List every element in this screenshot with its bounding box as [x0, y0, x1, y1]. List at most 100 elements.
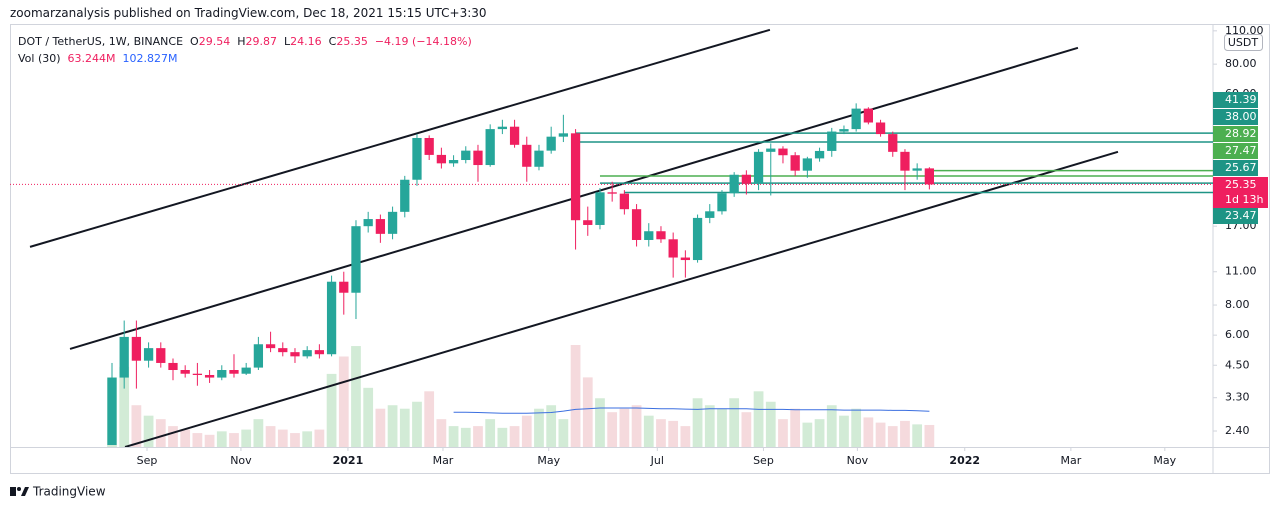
candle-body [339, 281, 349, 293]
candle-body [168, 362, 178, 371]
level-label: 41.39 [1225, 93, 1257, 106]
volume-bar [826, 405, 837, 447]
ohlc-value: 24.16 [290, 35, 322, 48]
candle-body [473, 150, 483, 166]
candle-body [619, 193, 630, 210]
candle-body [766, 148, 776, 152]
volume-bar [814, 419, 825, 447]
axis-layer: 110.0080.0060.0017.0011.008.006.004.503.… [137, 24, 1268, 467]
volume-value: 63.244M [67, 52, 116, 65]
candle-body [863, 108, 873, 123]
volume-bar [790, 408, 801, 447]
volume-ma-value: 102.827M [122, 52, 178, 65]
currency-box [1224, 34, 1263, 51]
candle-body [436, 154, 447, 164]
candle-body [326, 281, 337, 355]
volume-bar [692, 398, 703, 447]
volume-bar [387, 405, 398, 447]
candle-body [814, 150, 825, 159]
candle-body [534, 150, 544, 167]
volume-bar [338, 356, 349, 447]
y-tick-label: 3.30 [1225, 391, 1250, 404]
candle-body [558, 133, 569, 137]
volume-layer [107, 345, 935, 447]
candle-body [680, 257, 691, 261]
candle-body [497, 126, 508, 130]
candle-body [192, 373, 203, 375]
candle-body [302, 350, 312, 357]
candle-body [387, 211, 398, 234]
ohlc-letter: L [284, 35, 291, 48]
ohlc-value: 29.54 [198, 35, 231, 48]
volume-bar [143, 415, 154, 447]
candle-body [570, 133, 581, 221]
volume-ma-line [453, 407, 930, 414]
candle-body [107, 377, 117, 445]
candle-body [217, 370, 227, 378]
candle-body [253, 344, 264, 368]
volume-bar [656, 419, 666, 447]
trend-line [124, 150, 1119, 447]
candle-body [448, 160, 459, 164]
volume-bar [863, 417, 874, 447]
volume-bar [839, 415, 849, 447]
volume-bar [399, 408, 410, 447]
volume-bar [717, 408, 727, 447]
trend-line [29, 28, 771, 248]
candle-body [119, 336, 129, 378]
volume-bar [290, 433, 300, 447]
volume-bar [704, 405, 715, 447]
candle-body [290, 352, 300, 357]
volume-bar [363, 387, 374, 447]
brand: TradingView [32, 485, 106, 499]
candle-body [717, 193, 727, 212]
candle-body [790, 155, 800, 171]
ohlc-letter: H [237, 35, 246, 48]
volume-bar [497, 427, 508, 447]
volume-bar [460, 427, 471, 447]
volume-bar [534, 408, 544, 447]
volume-bar [168, 426, 178, 447]
level-label: 28.92 [1225, 127, 1257, 140]
volume-bar [192, 433, 203, 447]
x-tick-label: Sep [753, 454, 774, 467]
level-label: 25.67 [1225, 161, 1257, 174]
candle-body [595, 192, 605, 225]
currency: USDT [1228, 36, 1259, 49]
volume-bar [131, 405, 142, 447]
countdown: 1d 13h [1225, 193, 1263, 206]
candle-body [509, 126, 520, 145]
candle-body [900, 151, 910, 171]
logo [10, 487, 29, 496]
volume-bar [668, 420, 679, 447]
candle-body [827, 131, 837, 151]
y-tick-label: 6.00 [1225, 328, 1250, 341]
x-tick-label: Mar [433, 454, 454, 467]
volume-bar [216, 431, 227, 447]
candle-body [668, 239, 678, 258]
price-layer [10, 28, 1213, 447]
current-price-label: 25.35 [1225, 178, 1257, 191]
logo-part [10, 487, 16, 496]
x-tick-label: Mar [1060, 454, 1081, 467]
ohlc-letter: C [328, 35, 337, 48]
y-tick-label: 4.50 [1225, 358, 1250, 371]
current-price-box [1213, 177, 1268, 208]
level-label-box [1213, 160, 1258, 176]
candle-body [363, 219, 373, 227]
x-tick-label: 2022 [949, 454, 980, 467]
candle-body [156, 348, 166, 363]
candle-body [131, 336, 142, 361]
candle-body [741, 174, 752, 184]
x-tick-label: Jul [650, 454, 664, 467]
candle-body [278, 348, 288, 353]
volume-bar [229, 433, 239, 447]
volume-legend: Vol (30) 63.244M 102.827M [18, 52, 178, 65]
candle-body [802, 158, 812, 171]
y-tick-label: 110.00 [1225, 24, 1264, 37]
volume-bar [180, 429, 191, 447]
volume-bar [802, 422, 813, 447]
volume-bar [753, 391, 764, 447]
